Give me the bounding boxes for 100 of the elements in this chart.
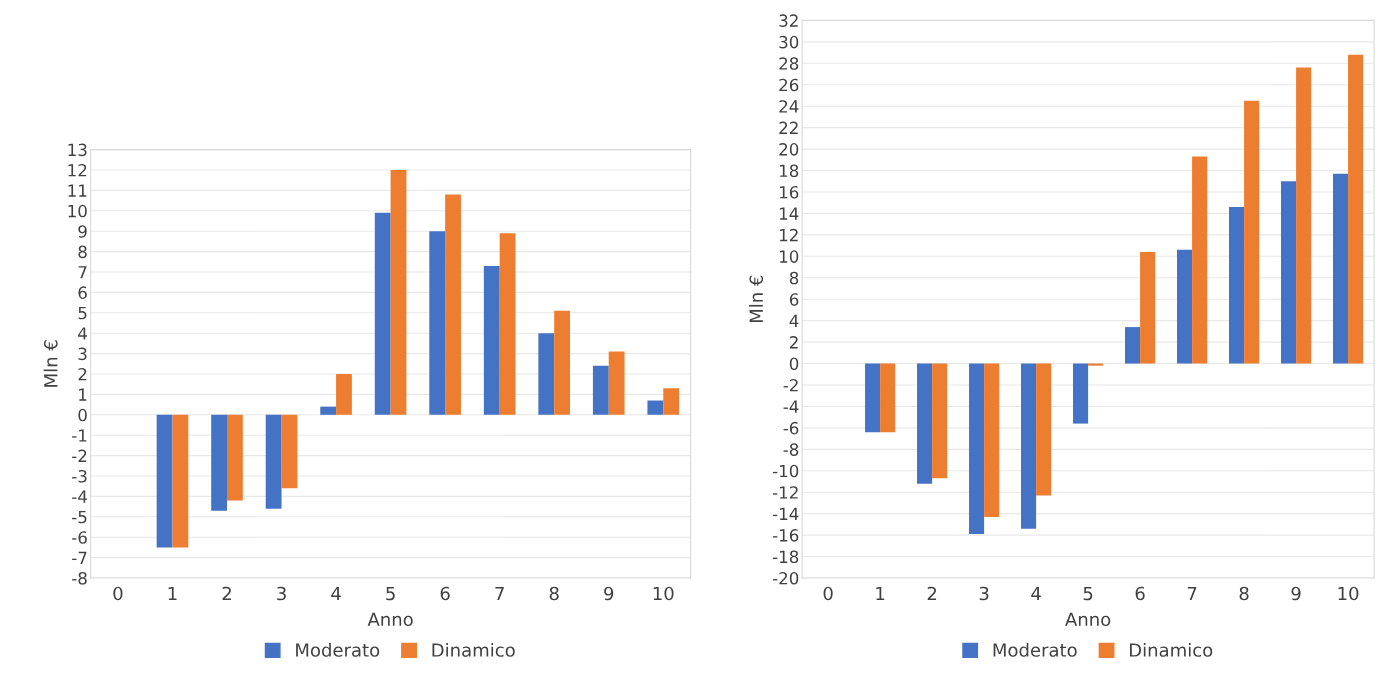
bar xyxy=(1036,363,1052,496)
x-tick-label: 5 xyxy=(1083,586,1093,601)
y-tick-label: 7 xyxy=(78,266,87,279)
x-tick-label: 4 xyxy=(1031,586,1041,601)
y-tick-label: -5 xyxy=(72,510,87,524)
x-tick-label: 3 xyxy=(277,586,286,601)
x-tick-label: 2 xyxy=(927,586,937,601)
y-tick-label: 5 xyxy=(78,306,87,320)
y-tick-label: 14 xyxy=(779,207,799,220)
bar xyxy=(932,363,948,479)
y-tick-label: -6 xyxy=(783,421,799,435)
y-tick-label: 2 xyxy=(789,336,798,349)
x-tick-label: 6 xyxy=(440,586,450,601)
y-tick-label: 3 xyxy=(78,347,87,361)
bar xyxy=(1073,363,1089,424)
y-tick-label: 11 xyxy=(68,184,87,197)
x-tick-label: 8 xyxy=(1239,586,1249,601)
y-tick-label: 26 xyxy=(779,78,799,92)
y-tick-label: 30 xyxy=(779,35,799,49)
bar xyxy=(211,414,227,511)
y-tick-label: -14 xyxy=(772,507,799,520)
y-tick-label: -7 xyxy=(72,551,87,564)
x-tick-label: 2 xyxy=(222,586,231,601)
bar xyxy=(917,363,933,484)
bar xyxy=(969,363,985,535)
x-tick-label: 8 xyxy=(549,586,559,601)
bar xyxy=(1192,156,1208,364)
bar xyxy=(663,388,680,415)
bar xyxy=(1296,67,1312,364)
y-tick-label: 2 xyxy=(78,367,87,381)
x-tick-label: 6 xyxy=(1135,586,1145,601)
bar xyxy=(984,363,1000,517)
y-tick-label: 8 xyxy=(78,245,87,259)
y-tick-label: 24 xyxy=(779,100,799,113)
bar xyxy=(172,414,189,548)
bar xyxy=(538,333,555,415)
y-tick-label: -20 xyxy=(772,571,799,585)
y-tick-label: -2 xyxy=(783,378,798,392)
y-tick-label: 8 xyxy=(789,271,799,285)
y-tick-label: 18 xyxy=(779,164,799,178)
bar xyxy=(320,406,337,415)
x-tick-label: 9 xyxy=(604,586,614,601)
bar xyxy=(554,310,571,415)
bar xyxy=(1177,249,1193,364)
bar xyxy=(156,414,173,548)
bar xyxy=(336,374,352,415)
y-tick-label: 10 xyxy=(779,250,799,263)
x-tick-label: 3 xyxy=(979,586,989,601)
y-tick-label: 1 xyxy=(79,388,87,401)
legend-label: Dinamico xyxy=(1130,642,1213,657)
bar xyxy=(1229,206,1245,364)
bar xyxy=(265,414,282,509)
x-tick-label: 5 xyxy=(386,586,395,601)
bar xyxy=(1140,252,1156,364)
bar xyxy=(1348,54,1364,364)
y-tick-label: 10 xyxy=(68,204,87,218)
y-tick-label: 0 xyxy=(78,408,87,422)
x-tick-label: 1 xyxy=(876,586,885,601)
x-tick-label: 0 xyxy=(823,586,833,601)
y-tick-label: 0 xyxy=(789,357,799,371)
y-tick-label: 4 xyxy=(789,314,799,327)
y-axis-title: Mln € xyxy=(43,340,58,387)
y-tick-label: 20 xyxy=(779,143,799,156)
legend-label: Moderato xyxy=(993,642,1077,657)
y-tick-label: -10 xyxy=(772,464,799,478)
bar xyxy=(483,265,500,415)
y-tick-label: -4 xyxy=(783,400,799,413)
y-tick-label: -1 xyxy=(72,429,87,442)
bar xyxy=(865,363,881,433)
y-tick-label: 6 xyxy=(78,286,87,299)
y-tick-label: 12 xyxy=(779,228,798,242)
bar xyxy=(1088,363,1104,366)
x-tick-label: 9 xyxy=(1291,586,1301,601)
y-tick-label: -4 xyxy=(72,490,87,503)
y-tick-label: -16 xyxy=(772,529,799,542)
y-tick-label: -6 xyxy=(72,531,87,544)
x-tick-label: 0 xyxy=(113,586,123,601)
y-tick-label: 22 xyxy=(779,121,798,134)
y-tick-label: -8 xyxy=(783,443,799,456)
y-axis-title: Mln € xyxy=(749,275,764,323)
bar xyxy=(499,233,516,415)
legend-label: Dinamico xyxy=(432,642,515,657)
bar xyxy=(390,170,407,415)
y-tick-label: 4 xyxy=(78,327,87,340)
x-tick-label: 4 xyxy=(331,586,341,601)
bar xyxy=(281,414,298,489)
y-tick-label: 13 xyxy=(68,143,87,157)
x-tick-label: 1 xyxy=(168,586,177,601)
y-tick-label: 12 xyxy=(68,163,87,177)
x-tick-label: 7 xyxy=(1187,586,1197,601)
bar xyxy=(1333,173,1349,364)
y-tick-label: 32 xyxy=(779,14,798,27)
bar xyxy=(647,400,664,415)
y-tick-label: -3 xyxy=(72,469,87,483)
x-axis-title: Anno xyxy=(1065,612,1111,627)
bar xyxy=(1244,100,1260,364)
bar xyxy=(429,231,446,415)
y-tick-label: -18 xyxy=(772,550,799,564)
bar xyxy=(608,351,625,415)
y-tick-label: -2 xyxy=(72,449,87,462)
